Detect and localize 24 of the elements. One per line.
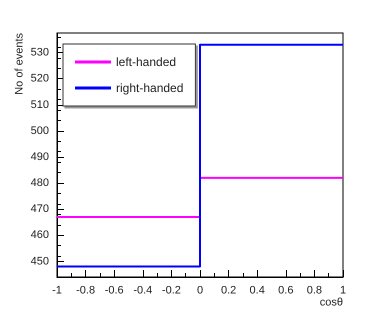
y-tick-label: 500 <box>30 124 49 137</box>
y-tick-label: 530 <box>30 46 49 59</box>
x-axis-title: cosθ <box>320 296 344 308</box>
y-tick-label: 490 <box>30 150 49 163</box>
legend-label: right-handed <box>116 81 184 95</box>
x-tick-label: -0.8 <box>76 284 96 296</box>
y-tick-label: 450 <box>30 255 49 268</box>
x-tick-label: 0 <box>196 284 204 296</box>
y-axis-title: No of events <box>14 32 26 95</box>
x-tick-label: 0.4 <box>250 284 265 296</box>
y-tick-label: 480 <box>30 177 49 190</box>
x-tick-label: 0.6 <box>278 284 294 296</box>
legend-label: left-handed <box>116 55 176 69</box>
y-tick-label: 510 <box>30 98 49 111</box>
x-tick-label: 0.8 <box>306 284 322 296</box>
x-tick-label: 1 <box>340 284 346 296</box>
y-tick-label: 470 <box>30 203 49 216</box>
y-tick-label: 460 <box>30 229 49 242</box>
y-tick-label: 520 <box>30 72 49 85</box>
x-tick-label: 0.2 <box>220 284 236 296</box>
x-tick-label: -1 <box>52 284 62 296</box>
x-tick-label: -0.4 <box>133 284 152 296</box>
x-tick-label: -0.2 <box>162 284 181 296</box>
x-tick-label: -0.6 <box>104 284 124 296</box>
